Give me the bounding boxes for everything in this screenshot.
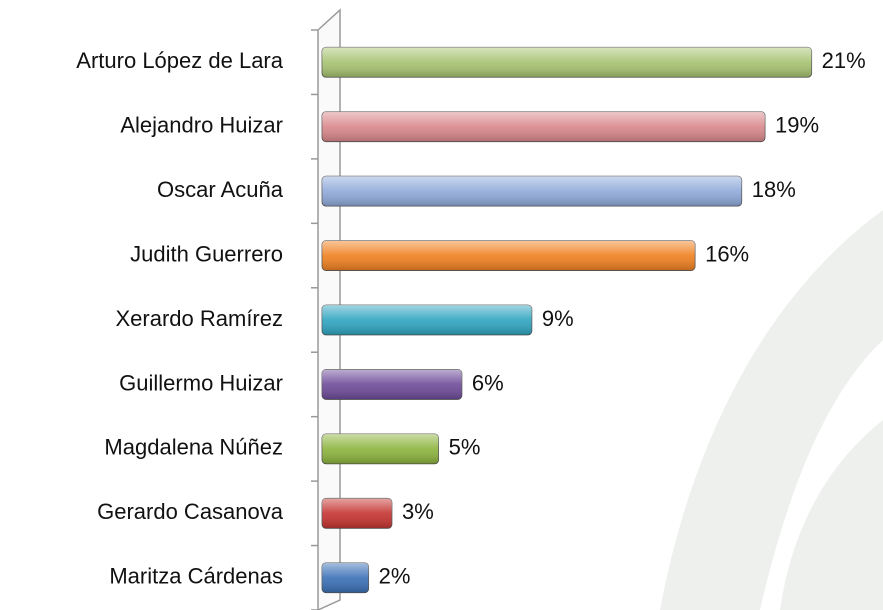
- value-label: 2%: [379, 564, 411, 589]
- category-label: Maritza Cárdenas: [109, 564, 283, 589]
- bar-shine: [322, 111, 766, 142]
- category-label: Alejandro Huizar: [120, 112, 283, 137]
- bar-shine: [322, 498, 392, 529]
- bar-shine: [322, 240, 696, 271]
- category-label: Gerardo Casanova: [97, 499, 284, 524]
- bar-shine: [322, 176, 742, 207]
- background-swoosh: [660, 210, 883, 610]
- category-label: Arturo López de Lara: [76, 48, 283, 73]
- category-label: Xerardo Ramírez: [115, 306, 283, 331]
- value-label: 16%: [705, 241, 749, 266]
- value-label: 3%: [402, 499, 434, 524]
- category-label: Judith Guerrero: [130, 241, 283, 266]
- bar-shine: [322, 433, 439, 464]
- category-label: Guillermo Huizar: [119, 370, 283, 395]
- bar-shine: [322, 305, 532, 335]
- category-label: Oscar Acuña: [157, 177, 284, 202]
- category-label: Magdalena Núñez: [104, 435, 283, 460]
- bar-shine: [322, 562, 369, 593]
- value-label: 9%: [542, 306, 574, 331]
- value-label: 21%: [822, 48, 866, 73]
- value-label: 19%: [775, 112, 819, 137]
- background-swoosh: [780, 420, 883, 610]
- value-label: 5%: [449, 435, 481, 460]
- plot-area: Arturo López de Lara 21% Alejandro Huizar 1…: [76, 29, 866, 610]
- bar-shine: [322, 47, 812, 78]
- bar-shine: [322, 369, 462, 400]
- value-label: 6%: [472, 370, 504, 395]
- value-label: 18%: [752, 177, 796, 202]
